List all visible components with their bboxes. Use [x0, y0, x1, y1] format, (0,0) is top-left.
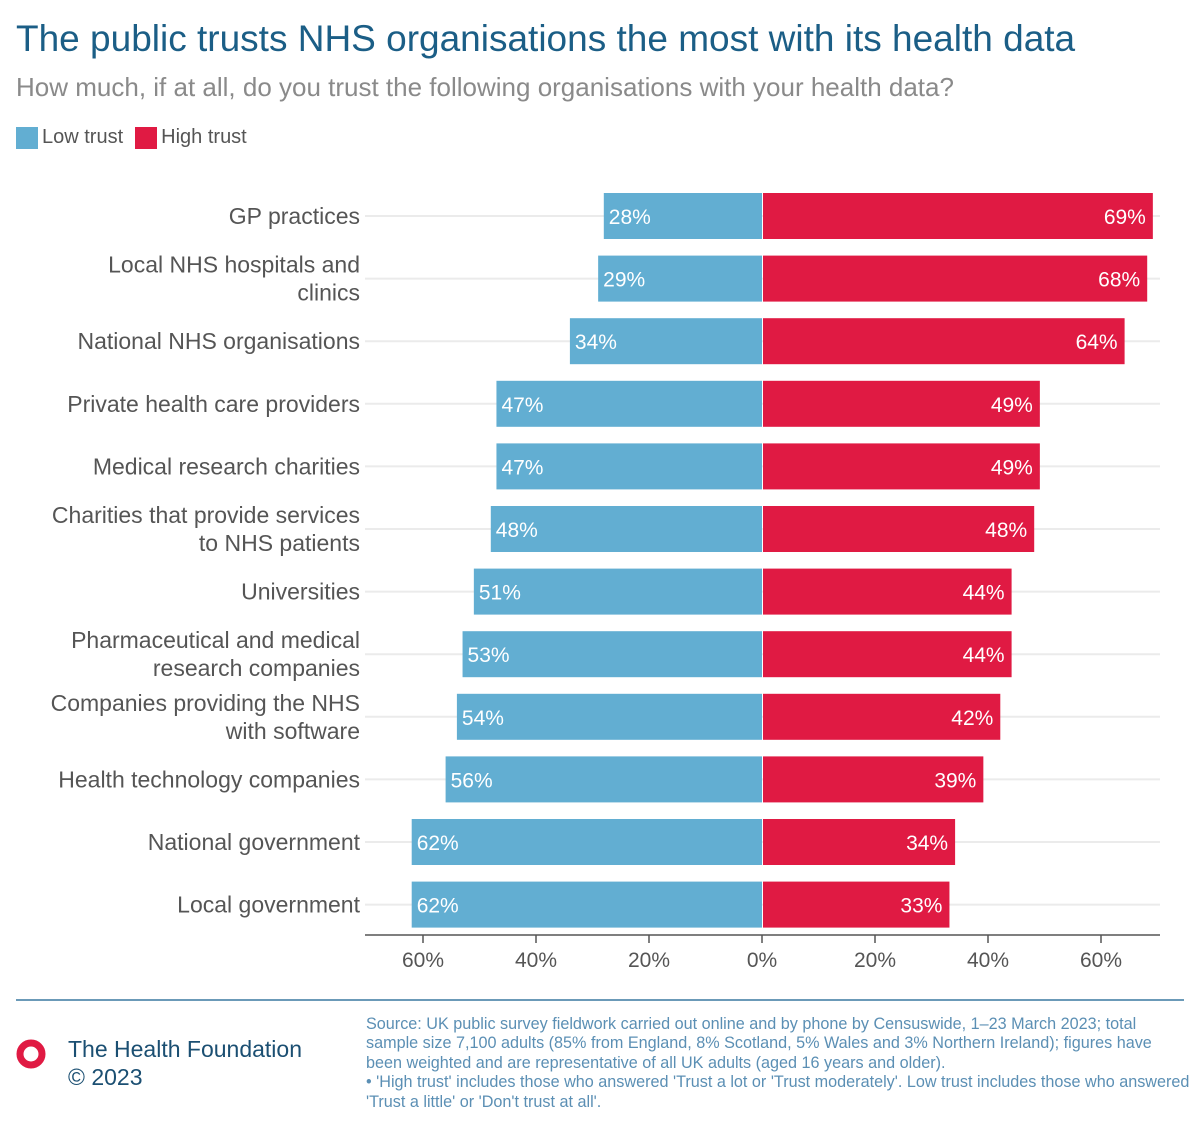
value-label-low: 47%: [501, 456, 543, 479]
category-label: Companies providing the NHS: [51, 690, 360, 716]
value-label-high: 49%: [991, 394, 1033, 417]
bar-high-trust: [763, 631, 1012, 678]
value-label-low: 48%: [496, 519, 538, 542]
bar-high-trust: [763, 756, 984, 803]
category-label: to NHS patients: [199, 530, 360, 556]
category-label: with software: [225, 718, 360, 744]
x-tick-label: 20%: [854, 949, 896, 972]
bar-low-trust: [603, 193, 762, 239]
x-tick-label: 40%: [967, 949, 1009, 972]
footer-divider: [16, 999, 1184, 1001]
category-label: National NHS organisations: [77, 328, 360, 354]
source-text: Source: UK public survey fieldwork carri…: [366, 1015, 1152, 1072]
bar-low-trust: [411, 881, 762, 928]
bar-high-trust: [763, 255, 1148, 302]
bar-low-trust: [411, 819, 762, 865]
bar-low-trust: [456, 693, 762, 740]
value-label-high: 39%: [934, 769, 976, 792]
value-label-high: 69%: [1104, 206, 1146, 229]
bar-low-trust: [473, 568, 762, 615]
bar-low-trust: [569, 318, 762, 365]
bar-low-trust: [445, 756, 762, 803]
value-label-low: 29%: [603, 269, 645, 292]
x-tick-label: 60%: [1080, 949, 1122, 972]
bar-high-trust: [763, 819, 956, 865]
bar-high-trust: [763, 693, 1001, 740]
bar-high-trust: [763, 443, 1040, 490]
bar-low-trust: [598, 255, 762, 302]
value-label-high: 44%: [963, 644, 1005, 667]
value-label-high: 44%: [963, 582, 1005, 605]
value-label-high: 68%: [1098, 269, 1140, 292]
x-tick-label: 20%: [628, 949, 670, 972]
value-label-high: 49%: [991, 456, 1033, 479]
bar-high-trust: [763, 881, 950, 928]
bar-low-trust: [462, 631, 762, 678]
chart-title: The public trusts NHS organisations the …: [16, 18, 1076, 59]
legend-item-low: Low trust: [16, 126, 123, 149]
chart-subtitle: How much, if at all, do you trust the fo…: [16, 72, 954, 102]
value-label-low: 53%: [468, 644, 510, 667]
x-tick-label: 60%: [402, 949, 444, 972]
value-label-low: 51%: [479, 582, 521, 605]
diverging-bar-chart: GP practices 28% 69% Local NHS hospitals an…: [51, 193, 1160, 972]
bar-high-trust: [763, 380, 1040, 427]
value-label-high: 42%: [951, 707, 993, 730]
value-label-low: 62%: [417, 832, 459, 855]
category-label: Local NHS hospitals and: [108, 252, 360, 278]
value-label-low: 62%: [417, 895, 459, 918]
category-label: clinics: [297, 280, 360, 306]
x-tick-label: 40%: [515, 949, 557, 972]
copyright: © 2023: [68, 1064, 143, 1090]
value-label-low: 34%: [575, 331, 617, 354]
value-label-high: 34%: [906, 832, 948, 855]
category-label: research companies: [153, 655, 360, 681]
bar-high-trust: [763, 193, 1153, 239]
bar-high-trust: [763, 568, 1012, 615]
value-label-high: 64%: [1076, 331, 1118, 354]
legend-label-low: Low trust: [42, 126, 124, 148]
bar-low-trust: [490, 506, 762, 552]
value-label-low: 28%: [609, 206, 651, 229]
legend-swatch-low: [16, 126, 38, 149]
legend-item-high: High trust: [135, 126, 247, 149]
category-label: National government: [148, 829, 361, 855]
value-label-high: 48%: [985, 519, 1027, 542]
health-foundation-logo-icon: [16, 1039, 46, 1069]
category-label: Local government: [177, 892, 360, 918]
bar-low-trust: [496, 380, 762, 427]
legend: Low trust High trust: [16, 126, 259, 149]
category-label: Health technology companies: [58, 766, 360, 792]
bar-high-trust: [763, 318, 1125, 365]
bar-high-trust: [763, 506, 1035, 552]
category-label: Private health care providers: [67, 391, 360, 417]
x-tick-label: 0%: [747, 949, 777, 972]
category-label: Universities: [241, 579, 360, 605]
legend-swatch-high: [135, 126, 158, 149]
org-name: The Health Foundation: [68, 1036, 302, 1062]
value-label-high: 33%: [900, 895, 942, 918]
category-label: Medical research charities: [93, 453, 360, 479]
category-label: Pharmaceutical and medical: [71, 627, 360, 653]
source-note: Source: UK public survey fieldwork carri…: [366, 1015, 1190, 1112]
value-label-low: 47%: [501, 394, 543, 417]
legend-label-high: High trust: [161, 126, 247, 148]
category-label: Charities that provide services: [52, 502, 360, 528]
category-label: GP practices: [229, 203, 360, 229]
definition-note: • 'High trust' includes those who answer…: [366, 1073, 1190, 1111]
value-label-low: 54%: [462, 707, 504, 730]
bar-low-trust: [496, 443, 762, 490]
value-label-low: 56%: [451, 769, 493, 792]
